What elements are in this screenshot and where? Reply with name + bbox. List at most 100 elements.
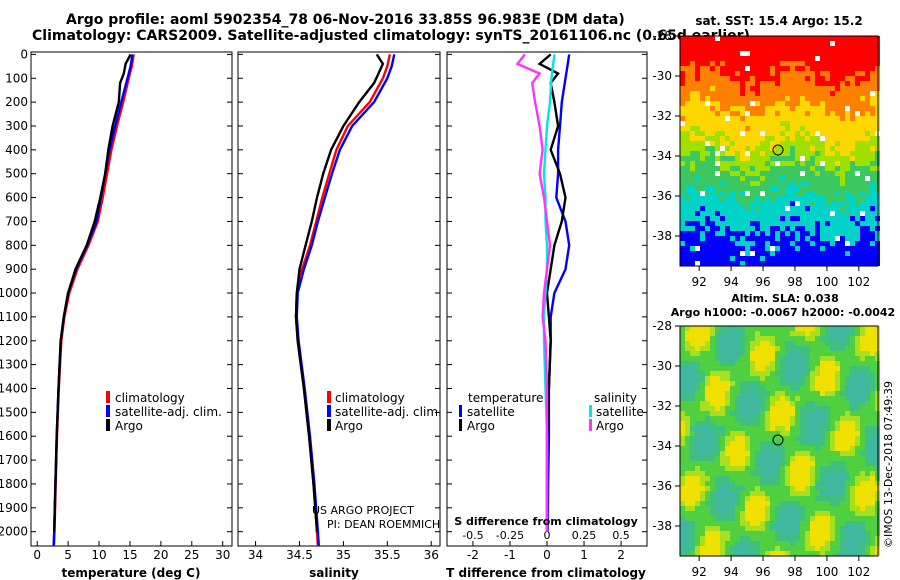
map-cell	[725, 366, 730, 371]
map-cell	[840, 396, 845, 401]
map-cell	[855, 416, 860, 421]
map-cell	[815, 241, 820, 246]
map-cell	[760, 161, 765, 166]
map-cell	[825, 501, 830, 506]
map-cell	[775, 251, 780, 256]
map-cell	[820, 186, 825, 191]
map-cell	[715, 176, 720, 181]
map-cell	[705, 511, 710, 516]
map-cell	[770, 406, 775, 411]
map-cell	[720, 106, 725, 111]
map-cell	[845, 336, 850, 341]
map-cell	[785, 231, 790, 236]
map-cell	[800, 131, 805, 136]
map-cell	[730, 226, 735, 231]
map-cell	[735, 121, 740, 126]
map-cell	[770, 541, 775, 546]
map-cell	[855, 436, 860, 441]
map-cell	[680, 511, 685, 516]
map-cell	[785, 191, 790, 196]
map-cell	[840, 71, 845, 76]
map-cell	[835, 131, 840, 136]
map-cell	[815, 376, 820, 381]
map-cell	[830, 416, 835, 421]
map-cell	[770, 236, 775, 241]
map-cell	[850, 241, 855, 246]
map-cell	[815, 226, 820, 231]
map-cell	[730, 386, 735, 391]
map-cell	[820, 181, 825, 186]
map-cell	[845, 81, 850, 86]
map-cell	[860, 131, 865, 136]
map-cell	[870, 546, 875, 551]
map-cell	[870, 161, 875, 166]
map-cell	[855, 346, 860, 351]
map-cell	[850, 381, 855, 386]
map-cell	[750, 386, 755, 391]
map-cell	[750, 191, 755, 196]
map-cell	[840, 261, 845, 266]
map-cell	[740, 426, 745, 431]
map-cell	[685, 196, 690, 201]
map-cell	[865, 71, 870, 76]
map-cell	[745, 81, 750, 86]
map-cell	[695, 476, 700, 481]
map-cell	[800, 356, 805, 361]
map-cell	[785, 486, 790, 491]
map-cell	[695, 401, 700, 406]
map-cell	[865, 531, 870, 536]
map-cell	[715, 36, 720, 41]
map-cell	[690, 251, 695, 256]
map-cell	[825, 201, 830, 206]
map-cell	[785, 481, 790, 486]
map-cell	[700, 466, 705, 471]
map-cell	[685, 356, 690, 361]
map-cell	[730, 426, 735, 431]
map-cell	[725, 206, 730, 211]
map-cell	[750, 111, 755, 116]
map-cell	[780, 111, 785, 116]
map-cell	[680, 331, 685, 336]
map-cell	[855, 216, 860, 221]
map-cell	[770, 396, 775, 401]
lat-tick-label: -34	[652, 439, 672, 453]
map-cell	[845, 96, 850, 101]
map-cell	[735, 36, 740, 41]
map-cell	[795, 76, 800, 81]
map-cell	[780, 361, 785, 366]
map-cell	[850, 126, 855, 131]
map-cell	[765, 91, 770, 96]
map-cell	[820, 526, 825, 531]
map-cell	[715, 101, 720, 106]
map-cell	[705, 156, 710, 161]
map-cell	[735, 256, 740, 261]
map-cell	[735, 196, 740, 201]
map-cell	[795, 201, 800, 206]
map-cell	[835, 81, 840, 86]
map-cell	[690, 156, 695, 161]
map-cell	[870, 71, 875, 76]
map-cell	[745, 396, 750, 401]
map-cell	[785, 496, 790, 501]
map-cell	[685, 396, 690, 401]
map-cell	[740, 201, 745, 206]
map-cell	[715, 461, 720, 466]
map-cell	[830, 491, 835, 496]
map-cell	[750, 416, 755, 421]
map-cell	[690, 496, 695, 501]
map-cell	[820, 171, 825, 176]
map-cell	[825, 166, 830, 171]
map-cell	[745, 326, 750, 331]
map-cell	[695, 416, 700, 421]
map-cell	[745, 501, 750, 506]
map-cell	[830, 346, 835, 351]
map-cell	[865, 536, 870, 541]
map-cell	[735, 436, 740, 441]
map-cell	[845, 421, 850, 426]
map-cell	[845, 366, 850, 371]
map-cell	[785, 106, 790, 111]
map-cell	[760, 396, 765, 401]
map-cell	[770, 101, 775, 106]
map-cell	[850, 386, 855, 391]
map-cell	[745, 46, 750, 51]
